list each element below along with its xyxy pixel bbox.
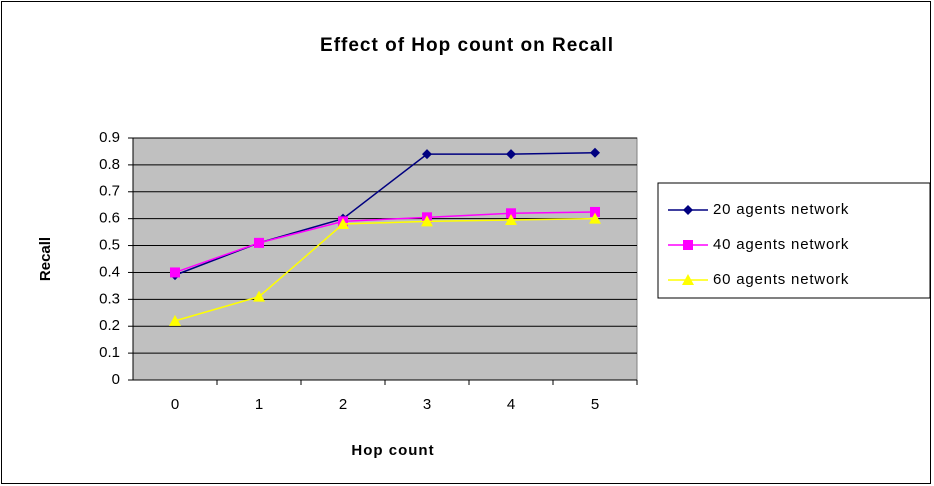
marker [506, 149, 516, 160]
x-tick-label: 2 [339, 396, 347, 413]
y-tick-label: 0.5 [99, 237, 120, 254]
marker [169, 314, 181, 326]
marker [253, 290, 265, 302]
y-tick-label: 0.4 [99, 263, 120, 280]
marker [589, 212, 601, 224]
y-tick-label: 0 [112, 371, 120, 388]
legend-label: 60 agents network [713, 271, 849, 288]
x-tick-label: 1 [255, 396, 263, 413]
legend-label: 20 agents network [713, 201, 849, 218]
y-tick-label: 0.9 [99, 129, 120, 146]
x-axis-label: Hop count [351, 442, 434, 459]
y-tick-label: 0.3 [99, 290, 120, 307]
y-tick-label: 0.6 [99, 210, 120, 227]
legend-label: 40 agents network [713, 236, 849, 253]
x-tick-label: 3 [423, 396, 431, 413]
x-tick-label: 0 [171, 396, 179, 413]
series-line [174, 211, 596, 274]
marker [170, 267, 180, 278]
y-axis-label: Recall [37, 237, 54, 281]
y-tick-label: 0.1 [99, 344, 120, 361]
marker [254, 237, 264, 248]
marker [422, 149, 432, 160]
marker [505, 214, 517, 226]
marker [337, 218, 349, 230]
marker [683, 205, 693, 215]
marker [506, 208, 516, 219]
x-tick-label: 4 [507, 396, 515, 413]
x-tick-label: 5 [591, 396, 599, 413]
marker [590, 206, 600, 217]
marker [421, 215, 433, 227]
chart-title: Effect of Hop count on Recall [320, 35, 614, 56]
y-tick-label: 0.7 [99, 183, 120, 200]
series-line [174, 217, 596, 322]
y-tick-label: 0.2 [99, 317, 120, 334]
y-tick-label: 0.8 [99, 156, 120, 173]
marker [590, 147, 600, 158]
plot-area [132, 137, 638, 381]
legend-box [657, 182, 931, 299]
marker [683, 240, 693, 250]
marker [682, 274, 694, 285]
